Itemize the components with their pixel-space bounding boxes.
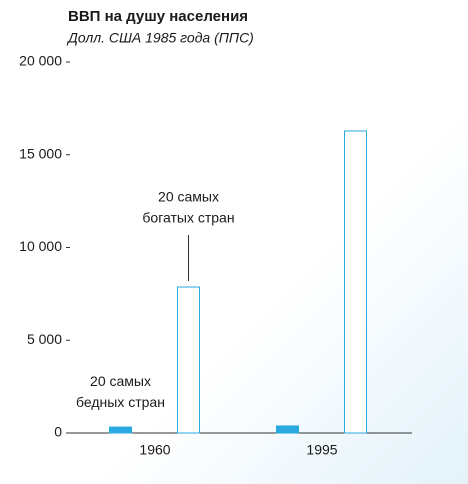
chart-title: ВВП на душу населения: [68, 8, 248, 25]
bar: [177, 286, 200, 434]
bar: [344, 130, 367, 434]
x-tick-label: 1995: [306, 442, 337, 458]
y-tick-label: 15 000: [19, 145, 62, 161]
bar: [109, 426, 132, 434]
y-tick-label: 10 000: [19, 238, 62, 254]
chart-subtitle: Долл. США 1985 года (ППС): [66, 30, 254, 46]
x-tick-label: 1960: [139, 442, 170, 458]
annotation: богатых стран: [142, 210, 234, 226]
y-tick-label: 5 000: [27, 331, 62, 347]
y-tick-label: 0: [54, 424, 62, 440]
annotation: 20 самых: [158, 189, 219, 205]
y-tick-label: 20 000: [19, 53, 62, 69]
annotation: 20 самых: [90, 373, 151, 389]
annotation: бедных стран: [76, 394, 165, 410]
bar: [276, 425, 299, 434]
